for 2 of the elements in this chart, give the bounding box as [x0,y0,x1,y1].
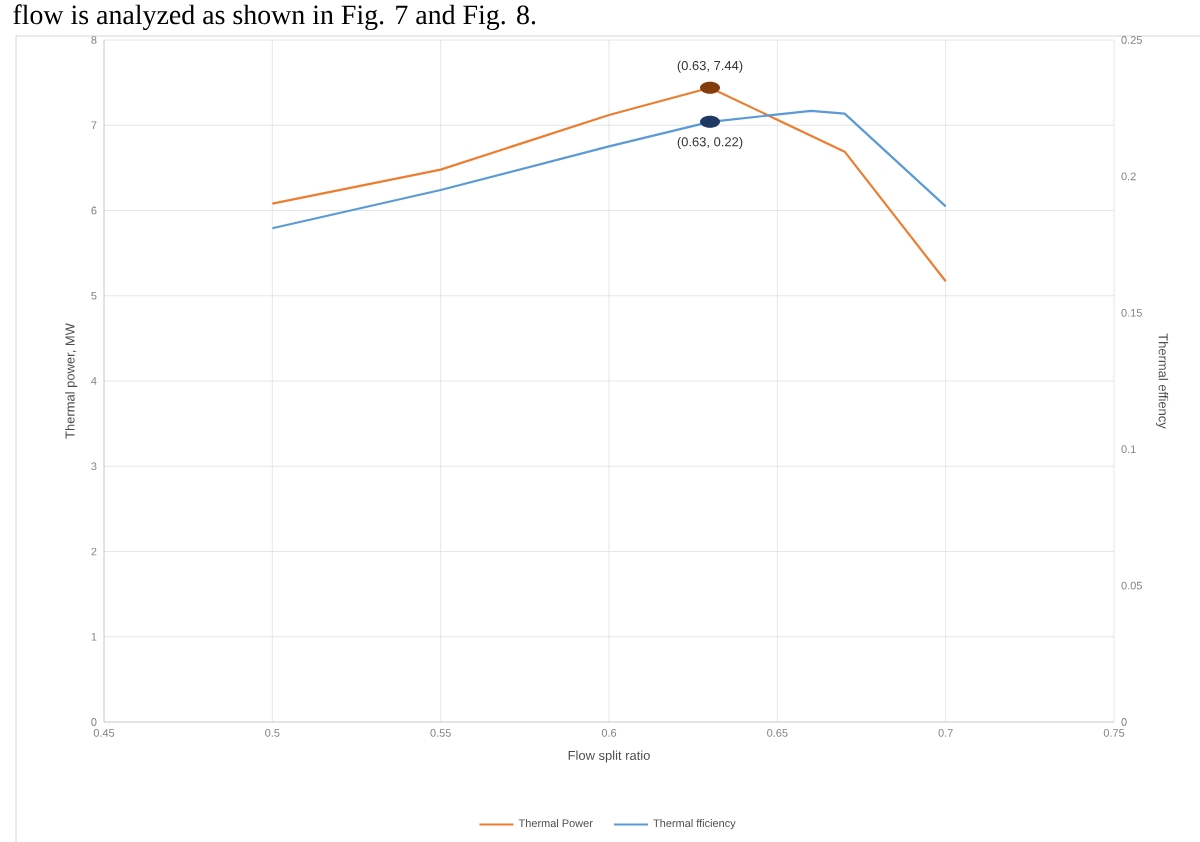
text: flow is analyzed as shown in Fig. 7 and Fig. 8. [13,4,536,31]
line-series [271,109,947,230]
